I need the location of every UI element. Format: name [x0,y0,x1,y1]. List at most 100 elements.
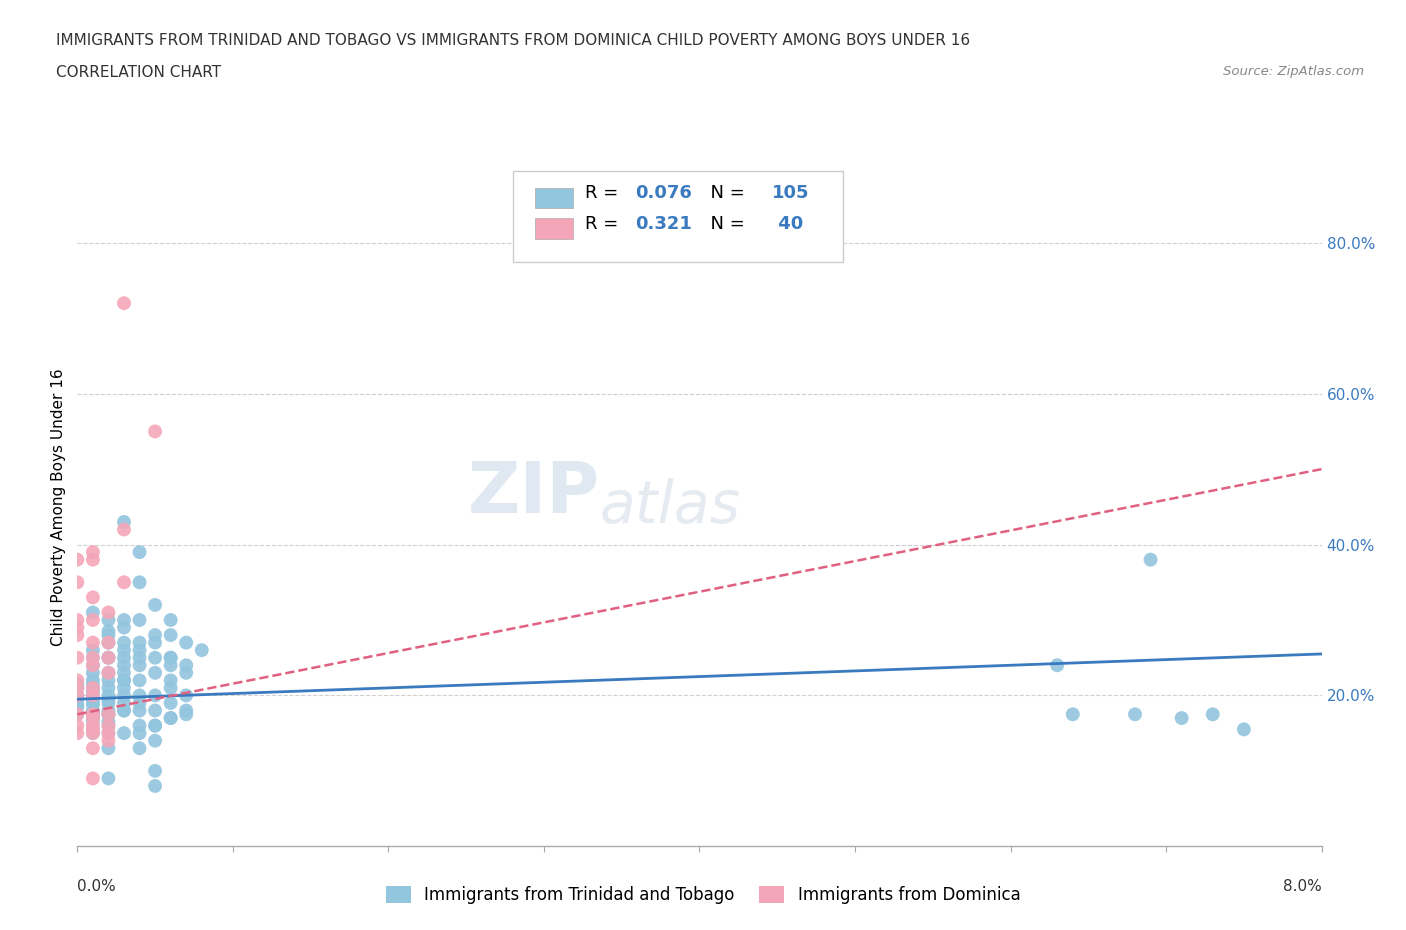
Point [97,714,120,729]
Point [97,681,120,696]
Text: 105: 105 [772,183,810,202]
Point [1202,707,1225,722]
Point [143,597,166,612]
Point [97,650,120,665]
Point [82,688,104,703]
Point [82,684,104,699]
Point [112,643,135,658]
Point [66,688,89,703]
Point [112,703,135,718]
Point [82,545,104,560]
Point [143,650,166,665]
Point [97,771,120,786]
Text: R =: R = [585,183,624,202]
Point [66,552,89,567]
Point [97,718,120,733]
Point [112,681,135,696]
Point [66,681,89,696]
Point [82,658,104,672]
Text: R =: R = [585,215,630,232]
Point [97,696,120,711]
Point [66,620,89,635]
Point [112,620,135,635]
Text: 0.076: 0.076 [634,183,692,202]
Point [143,718,166,733]
Point [159,673,181,688]
Point [82,658,104,672]
Point [97,650,120,665]
Point [82,722,104,737]
Point [1139,552,1161,567]
Point [128,613,150,628]
Point [112,613,135,628]
Point [128,703,150,718]
Point [97,725,120,740]
Point [174,635,197,650]
Point [97,707,120,722]
Point [1062,707,1084,722]
Point [174,665,197,680]
Point [112,658,135,672]
Point [143,424,166,439]
Point [82,771,104,786]
Text: 0.321: 0.321 [634,215,692,232]
FancyBboxPatch shape [536,188,572,208]
Point [112,673,135,688]
Point [82,665,104,680]
Point [82,696,104,711]
Point [112,514,135,529]
Point [112,650,135,665]
Point [143,733,166,748]
Point [143,635,166,650]
Point [1046,658,1069,672]
Point [97,613,120,628]
Point [82,718,104,733]
Point [128,643,150,658]
Point [82,643,104,658]
Point [97,665,120,680]
Point [97,624,120,639]
Point [128,575,150,590]
Point [128,718,150,733]
FancyBboxPatch shape [513,171,842,262]
Point [66,692,89,707]
Point [159,696,181,711]
Point [82,650,104,665]
Point [112,575,135,590]
Text: CORRELATION CHART: CORRELATION CHART [56,65,221,80]
Point [66,688,89,703]
Point [82,707,104,722]
Point [112,673,135,688]
Point [82,650,104,665]
Point [66,677,89,692]
Text: 8.0%: 8.0% [1282,879,1322,894]
Point [143,628,166,643]
Point [82,688,104,703]
Point [159,650,181,665]
Point [143,764,166,778]
Point [97,605,120,620]
Text: N =: N = [700,183,751,202]
Point [82,725,104,740]
Text: ZIP: ZIP [468,458,600,527]
Point [143,665,166,680]
Point [82,673,104,688]
Point [159,628,181,643]
Point [97,725,120,740]
Point [191,643,214,658]
Point [128,658,150,672]
Point [82,741,104,756]
Point [97,628,120,643]
Text: Source: ZipAtlas.com: Source: ZipAtlas.com [1223,65,1364,78]
Point [97,665,120,680]
Point [1233,722,1256,737]
Point [174,703,197,718]
Text: IMMIGRANTS FROM TRINIDAD AND TOBAGO VS IMMIGRANTS FROM DOMINICA CHILD POVERTY AM: IMMIGRANTS FROM TRINIDAD AND TOBAGO VS I… [56,33,970,47]
Point [66,681,89,696]
Point [174,688,197,703]
Point [82,707,104,722]
Point [82,711,104,725]
Point [128,741,150,756]
Point [66,628,89,643]
Point [97,635,120,650]
